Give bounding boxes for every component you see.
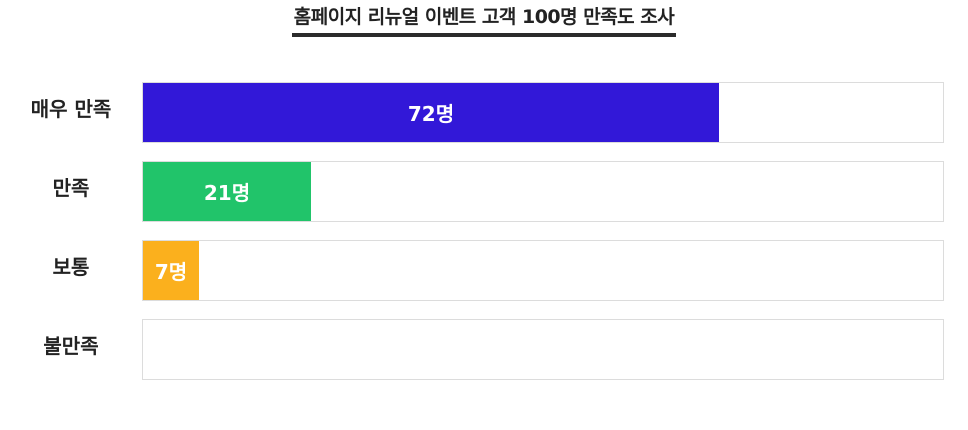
category-label: 불만족 [43, 333, 99, 358]
category-label: 만족 [52, 175, 90, 200]
bar-track [142, 319, 944, 380]
data-label: 7명 [154, 260, 188, 284]
chart-title-wrap: 홈페이지 리뉴얼 이벤트 고객 100명 만족도 조사 [0, 0, 968, 37]
bar: 21명 [143, 162, 311, 221]
bar: 72명 [143, 83, 719, 142]
data-label: 72명 [407, 102, 455, 126]
bar-track: 7명 [142, 240, 944, 301]
bar-row: 불만족 [0, 319, 968, 381]
category-label: 보통 [52, 254, 90, 279]
bar-track: 21명 [142, 161, 944, 222]
category-label: 매우 만족 [30, 96, 112, 121]
bar-track: 72명 [142, 82, 944, 143]
bar-row: 매우 만족 72명 [0, 82, 968, 144]
bar-row: 만족 21명 [0, 161, 968, 223]
bar-row: 보통 7명 [0, 240, 968, 302]
bar: 7명 [143, 241, 199, 300]
data-label: 21명 [203, 181, 251, 205]
chart-title: 홈페이지 리뉴얼 이벤트 고객 100명 만족도 조사 [291, 2, 677, 37]
